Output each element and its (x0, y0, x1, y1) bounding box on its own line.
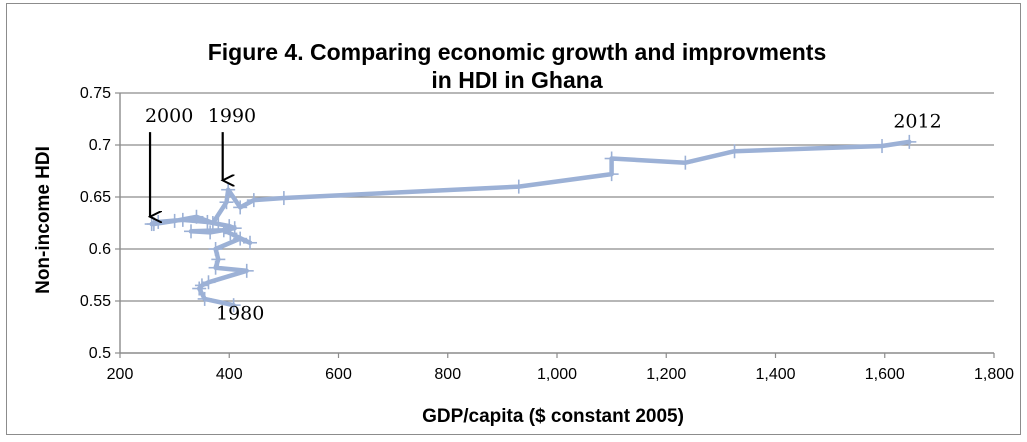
data-point (604, 151, 619, 166)
data-point (727, 144, 742, 159)
y-tick-label: 0.65 (80, 189, 111, 206)
data-point (211, 252, 226, 267)
data-point (208, 242, 223, 256)
x-tick-label: 1,600 (865, 366, 905, 383)
data-point (511, 179, 526, 194)
chart-title-line-1: Figure 4. Comparing economic growth and … (208, 39, 827, 65)
series-line (149, 139, 912, 308)
data-point (239, 263, 254, 278)
x-tick-label: 1,000 (537, 366, 577, 383)
y-tick-label: 0.55 (80, 293, 111, 310)
data-point (175, 212, 190, 227)
annotation-layer: 2000 1990 2012 1980 (145, 105, 942, 325)
x-tick-label: 1,200 (646, 366, 686, 383)
year-annotation: 2000 (145, 105, 193, 127)
y-tick-label: 0.7 (89, 137, 111, 154)
axis-layer: 0.5 0.55 0.6 0.65 0.7 0.75 200 400 600 800 1,000 1,… (80, 85, 1014, 383)
data-point (189, 209, 204, 224)
x-tick-label: 1,800 (974, 366, 1014, 383)
data-point (208, 260, 223, 275)
data-point (604, 167, 619, 182)
data-point (875, 139, 890, 154)
x-tick-label: 1,400 (755, 366, 795, 383)
data-point (167, 213, 182, 228)
data-point (902, 134, 917, 149)
x-tick-label: 200 (107, 366, 134, 383)
data-point (246, 193, 261, 208)
x-tick-label: 800 (434, 366, 461, 383)
data-point (219, 195, 234, 210)
data-point (226, 298, 241, 313)
series-layer (144, 134, 917, 313)
data-point (276, 191, 291, 206)
y-tick-label: 0.5 (89, 345, 111, 362)
chart-frame: 0.5 0.55 0.6 0.65 0.7 0.75 200 400 600 800 1,000 1,… (6, 3, 1021, 435)
data-point (201, 275, 216, 290)
year-annotation: 2012 (893, 110, 941, 132)
x-axis-title: GDP/capita ($ constant 2005) (422, 406, 684, 427)
data-point (233, 200, 248, 215)
x-tick-label: 400 (216, 366, 243, 383)
data-point (222, 219, 237, 234)
y-tick-label: 0.75 (80, 85, 111, 102)
data-point (243, 235, 258, 250)
data-point (233, 231, 248, 246)
chart-title-line-2: in HDI in Ghana (431, 67, 602, 93)
data-point (197, 291, 212, 306)
data-point (205, 216, 220, 230)
year-annotation: 1990 (208, 105, 256, 127)
data-point (203, 225, 218, 240)
chart-svg: 0.5 0.55 0.6 0.65 0.7 0.75 200 400 600 800 1,000 1,… (33, 39, 1014, 427)
data-point (184, 224, 199, 239)
year-annotation: 1980 (216, 303, 264, 325)
x-tick-label: 600 (325, 366, 352, 383)
y-axis-title: Non-income HDI (33, 146, 54, 294)
data-point (194, 278, 209, 293)
data-point (678, 155, 693, 170)
y-tick-label: 0.6 (89, 241, 111, 258)
data-point (192, 281, 207, 296)
